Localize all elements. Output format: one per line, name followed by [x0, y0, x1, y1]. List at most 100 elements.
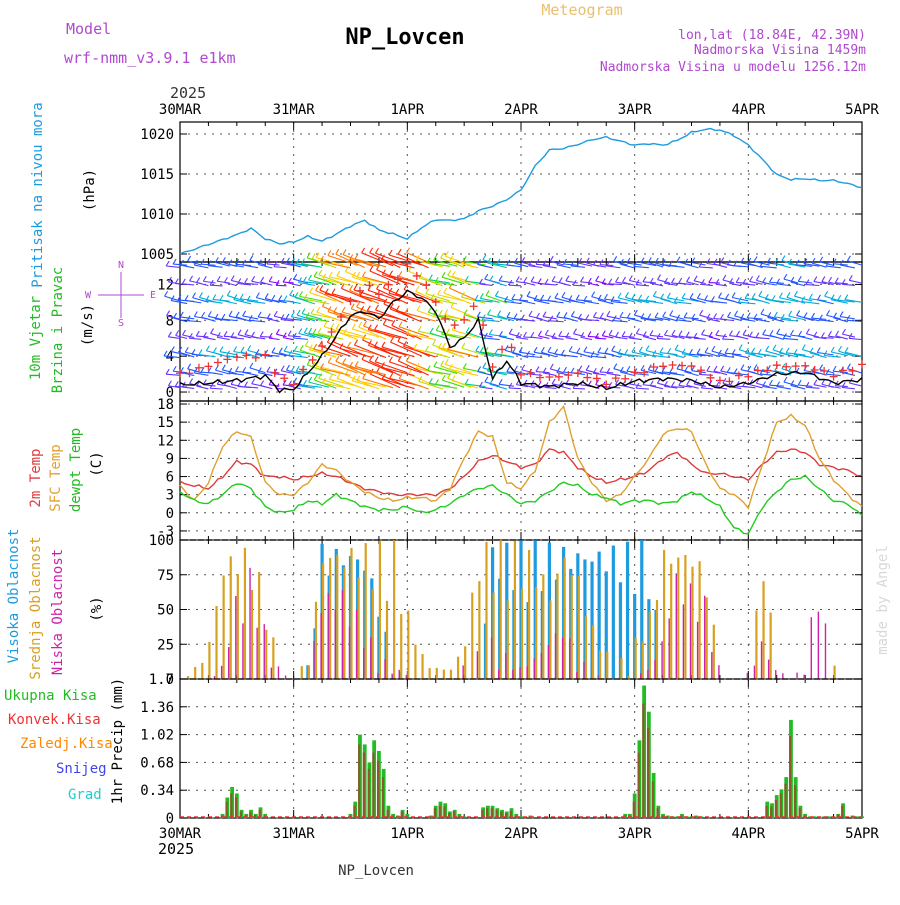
wind-barb	[702, 335, 713, 337]
wind-barb-feather	[441, 361, 444, 366]
low-cloud-bar	[668, 618, 669, 679]
wind-barb	[197, 283, 209, 286]
precip-total-label: Ukupna Kisa	[4, 688, 97, 704]
wind-barb-feather	[343, 358, 346, 363]
wind-barb-feather	[784, 274, 787, 279]
wind-barb-feather	[712, 346, 715, 351]
precip-graupel-label: Grad	[68, 787, 102, 803]
precip-convective-bar	[230, 793, 232, 818]
wind-barb	[211, 333, 223, 336]
wind-barb-feather	[190, 276, 193, 281]
wind-barb-feather	[827, 310, 830, 315]
precip-convective-bar	[439, 806, 441, 818]
wind-barb-feather	[667, 293, 670, 298]
mid-cloud-bar	[208, 642, 210, 679]
wind-barb-feather	[269, 277, 272, 282]
wind-barb-feather	[845, 295, 848, 300]
wind-barb-feather	[541, 347, 544, 352]
wind-barb	[197, 386, 209, 389]
cloud-unit: (%)	[89, 596, 105, 621]
wind-barb-feather	[758, 349, 761, 354]
mid-cloud-bar	[315, 602, 317, 679]
wind-barb-feather	[309, 328, 312, 333]
wind-barb-feather	[564, 312, 567, 317]
mid-cloud-bar	[492, 593, 494, 679]
wind-barb-feather	[328, 251, 331, 256]
wind-barb-feather	[687, 277, 690, 282]
wind-barb	[274, 316, 286, 319]
wind-barb-feather	[817, 348, 820, 353]
wind-barb-feather	[697, 349, 700, 354]
wind-barb-feather	[389, 250, 392, 255]
wind-barb-feather	[203, 276, 206, 281]
wind-barb-feather	[490, 276, 493, 281]
wind-barb-feather	[188, 364, 191, 369]
wind-barb-feather	[314, 375, 317, 380]
wind-barb-feather	[756, 275, 759, 280]
wind-barb-feather	[199, 350, 202, 355]
wind-barb-feather	[806, 329, 809, 334]
wind-barb	[550, 321, 564, 322]
wind-barb-feather	[261, 381, 264, 386]
wind-frame	[180, 262, 862, 401]
mid-cloud-bar	[457, 657, 459, 679]
wind-barb	[288, 283, 300, 286]
wind-barb-feather	[804, 313, 807, 318]
wind-barb-feather	[324, 321, 327, 326]
wind-barb	[354, 345, 386, 358]
wind-barb-feather	[784, 377, 787, 382]
wind-barb-feather	[291, 366, 294, 371]
wind-barb	[616, 337, 628, 339]
high-cloud-label: Visoka Oblacnost	[6, 529, 22, 664]
wind-barb-feather	[314, 344, 317, 349]
wind-barb-feather	[727, 367, 730, 372]
precip-convective-bar	[372, 753, 374, 818]
wind-barb	[798, 281, 812, 283]
low-cloud-bar	[562, 638, 563, 679]
wind-barb	[622, 385, 634, 388]
time-label-top: 4APR	[731, 102, 765, 118]
wind-barb-feather	[714, 314, 717, 319]
mid-cloud-bar	[521, 589, 523, 679]
wind-barb	[643, 385, 656, 386]
wind-barb	[607, 266, 621, 268]
wind-barb-feather	[357, 272, 360, 277]
low-cloud-bar	[498, 670, 499, 679]
wind-barb	[677, 369, 692, 373]
wind-barb-feather	[629, 276, 632, 281]
wind-barb-feather	[838, 346, 841, 351]
wind-barb-feather	[375, 357, 378, 362]
wind-barb	[479, 284, 492, 285]
wind-barb-feather	[773, 345, 776, 350]
temperature-frame	[180, 401, 862, 540]
gust-marker	[526, 369, 534, 377]
wind-barb-feather	[593, 312, 596, 317]
wind-barb-feather	[462, 343, 465, 348]
wind-barb-feather	[279, 295, 282, 300]
wind-barb	[509, 285, 521, 286]
wind-barb	[842, 334, 854, 337]
wind-barb	[781, 319, 798, 321]
low-cloud-bar	[754, 666, 755, 679]
mid-cloud-bar	[372, 589, 374, 679]
wind-barb	[368, 290, 400, 301]
wind-barb-feather	[220, 347, 223, 352]
mid-cloud-bar	[706, 597, 708, 679]
wind-barb-feather	[304, 294, 307, 299]
wind-barb-feather	[300, 345, 303, 350]
wind-barb-feather	[627, 313, 630, 318]
wind-barb	[842, 387, 855, 388]
mid-cloud-bar	[393, 540, 395, 679]
wind-barb-feather	[607, 311, 610, 316]
mid-cloud-bar	[485, 542, 487, 679]
wind-unit: (m/s)	[80, 304, 96, 346]
wind-barb-feather	[224, 331, 227, 336]
gust-marker	[204, 362, 212, 370]
wind-barb	[622, 336, 635, 337]
wind-barb-feather	[507, 312, 510, 317]
wind-barb	[566, 338, 578, 340]
low-cloud-bar	[676, 573, 677, 679]
wind-key-e: E	[150, 290, 156, 301]
temperature-ytick-label: 0	[166, 506, 174, 522]
wind-barb-feather	[303, 380, 306, 385]
